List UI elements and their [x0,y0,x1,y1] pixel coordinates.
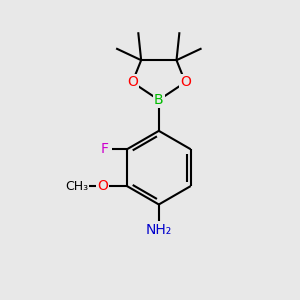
Text: O: O [98,179,108,193]
Text: NH₂: NH₂ [146,223,172,236]
Text: F: F [101,142,109,156]
Text: CH₃: CH₃ [65,180,88,193]
Text: O: O [180,75,191,89]
Text: B: B [154,93,164,107]
Text: O: O [127,75,138,89]
